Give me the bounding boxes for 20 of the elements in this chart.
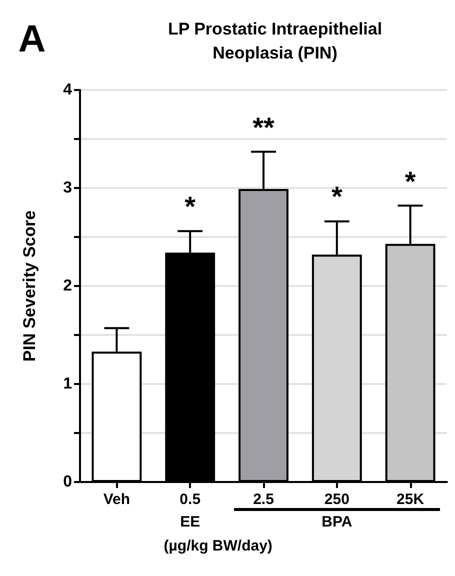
- text: A: [18, 18, 46, 62]
- x-tick-label: 250: [324, 491, 350, 508]
- x-tick-label: 25K: [396, 491, 424, 508]
- annotation: *: [184, 191, 196, 224]
- text: (µg/kg BW/day): [164, 538, 272, 554]
- x-tick-label: 2.5: [253, 491, 274, 508]
- text: BPA: [322, 514, 352, 530]
- y-tick-label: 3: [63, 180, 72, 196]
- x-tick-label: Veh: [103, 491, 130, 508]
- y-tick-label: 0: [63, 474, 72, 490]
- text: EE: [180, 514, 200, 530]
- annotation: *: [404, 166, 416, 198]
- y-tick-label: 2: [63, 278, 72, 294]
- chart-title: LP Prostatic Intraepithelial Neoplasia (PIN): [168, 20, 382, 62]
- x-tick-label: 0.5: [180, 491, 201, 508]
- y-tick-label: 4: [63, 82, 72, 98]
- y-tick-label: 1: [63, 376, 72, 392]
- annotation: **: [252, 112, 274, 144]
- y-axis-title: PIN Severity Score: [20, 210, 39, 362]
- annotation: *: [331, 181, 342, 214]
